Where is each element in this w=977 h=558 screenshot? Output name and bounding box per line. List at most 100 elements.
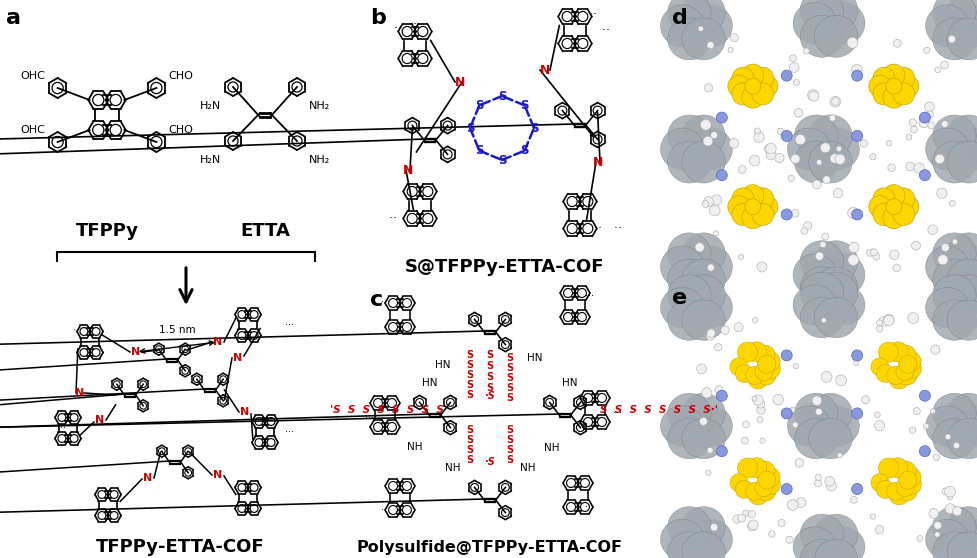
Ellipse shape [953,287,977,328]
Ellipse shape [924,519,968,558]
Circle shape [819,242,826,248]
Text: 1.5 nm: 1.5 nm [158,325,195,335]
Circle shape [887,458,907,478]
Circle shape [731,83,753,105]
Circle shape [743,510,748,516]
Ellipse shape [932,300,975,340]
Ellipse shape [786,128,830,170]
Circle shape [759,467,780,487]
Circle shape [794,134,805,145]
Text: TFPPy: TFPPy [75,222,139,240]
Circle shape [781,209,791,220]
Circle shape [807,90,818,100]
Circle shape [882,185,904,206]
Circle shape [927,122,934,129]
Circle shape [715,446,727,456]
Circle shape [922,47,929,54]
Circle shape [923,102,933,112]
Circle shape [814,480,821,487]
Circle shape [756,406,764,414]
Circle shape [738,166,745,174]
Circle shape [949,200,955,206]
Text: ···: ··· [380,297,389,307]
Circle shape [846,37,857,48]
Circle shape [925,111,932,118]
Circle shape [706,264,714,271]
Circle shape [821,372,831,382]
Circle shape [741,437,747,444]
Circle shape [882,314,893,325]
Circle shape [878,317,887,326]
Text: NH: NH [445,463,460,473]
Text: S: S [486,383,493,393]
Ellipse shape [946,507,977,547]
Ellipse shape [659,128,703,170]
Text: S: S [466,370,473,380]
Ellipse shape [793,393,837,434]
Circle shape [753,128,760,134]
Text: ···: ··· [285,320,294,330]
Circle shape [742,421,748,428]
Ellipse shape [953,5,977,47]
Circle shape [727,75,749,97]
Ellipse shape [792,254,835,296]
Text: S: S [466,360,473,370]
Ellipse shape [681,532,725,558]
Circle shape [705,332,714,340]
Ellipse shape [932,275,975,315]
Ellipse shape [688,519,732,558]
Circle shape [742,64,763,86]
Circle shape [882,206,904,229]
Circle shape [933,521,941,530]
Ellipse shape [659,246,703,288]
Circle shape [851,70,862,81]
Ellipse shape [667,18,710,60]
Circle shape [737,514,744,522]
Ellipse shape [688,128,732,170]
Circle shape [909,427,914,434]
Circle shape [751,318,757,323]
Text: ···: ··· [612,408,620,418]
Text: S: S [486,372,493,382]
Text: HN: HN [562,378,577,388]
Circle shape [940,61,948,69]
Ellipse shape [924,406,968,446]
Ellipse shape [681,393,725,434]
Ellipse shape [821,2,864,44]
Ellipse shape [932,507,975,547]
Circle shape [791,422,797,428]
Circle shape [701,388,711,398]
Ellipse shape [821,254,864,296]
Text: S: S [506,363,513,373]
Text: N: N [539,64,550,76]
Circle shape [824,477,833,486]
Circle shape [811,396,821,406]
Ellipse shape [953,406,977,446]
Ellipse shape [667,507,710,547]
Circle shape [729,474,747,492]
Circle shape [728,138,738,148]
Ellipse shape [932,141,975,183]
Circle shape [882,64,904,86]
Ellipse shape [924,246,968,288]
Circle shape [746,522,756,531]
Circle shape [788,62,798,73]
Text: S: S [506,393,513,403]
Circle shape [759,352,780,372]
Ellipse shape [924,128,968,170]
Text: S: S [530,122,537,134]
Circle shape [731,204,753,225]
Circle shape [757,355,775,373]
Circle shape [872,204,894,225]
Circle shape [918,170,929,181]
Text: S: S [466,445,473,455]
Text: b: b [369,8,386,28]
Circle shape [952,507,960,516]
Circle shape [789,154,799,163]
Circle shape [695,243,703,252]
Ellipse shape [659,406,703,446]
Circle shape [830,98,838,105]
Ellipse shape [667,275,710,315]
Circle shape [742,185,763,206]
Circle shape [866,249,872,256]
